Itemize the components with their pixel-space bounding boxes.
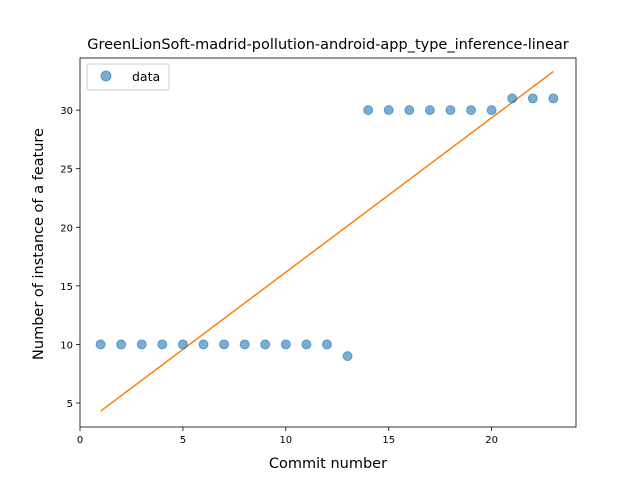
plot-area [95, 70, 559, 412]
y-axis-label: Number of instance of a feature [31, 128, 47, 360]
data-point [342, 351, 353, 362]
y-tick-label: 30 [60, 106, 73, 117]
x-tick-label: 15 [382, 435, 395, 446]
chart-title: GreenLionSoft-madrid-pollution-android-a… [87, 37, 569, 53]
data-point [321, 339, 332, 350]
legend: data [86, 63, 170, 91]
data-point [280, 339, 291, 350]
x-tick-label: 0 [77, 435, 83, 446]
data-point [198, 339, 209, 350]
legend-frame [86, 63, 170, 91]
data-point [383, 105, 394, 116]
data-point [177, 339, 188, 350]
data-point [116, 339, 127, 350]
data-point [466, 105, 477, 116]
data-point [507, 93, 518, 104]
data-point [239, 339, 250, 350]
data-point [95, 339, 106, 350]
data-point [548, 93, 559, 104]
data-point [363, 105, 374, 116]
x-tick-label: 10 [279, 435, 292, 446]
legend-marker-data [100, 70, 112, 82]
y-tick-label: 20 [60, 223, 73, 234]
data-point [157, 339, 168, 350]
data-point [260, 339, 271, 350]
data-point [445, 105, 456, 116]
y-axis-ticks: 5 10 15 20 25 30 [60, 106, 80, 410]
data-point [136, 339, 147, 350]
data-point [219, 339, 230, 350]
x-axis-ticks: 0 5 10 15 20 [77, 427, 498, 446]
y-tick-label: 5 [67, 399, 73, 410]
y-tick-label: 10 [60, 340, 73, 351]
y-tick-label: 25 [60, 165, 73, 176]
x-tick-label: 5 [180, 435, 186, 446]
data-point [486, 105, 497, 116]
data-point [424, 105, 435, 116]
legend-label-data: data [132, 69, 160, 84]
data-point [404, 105, 415, 116]
data-point [527, 93, 538, 104]
fit-line [100, 70, 554, 412]
data-point [301, 339, 312, 350]
y-tick-label: 15 [60, 282, 73, 293]
axes-frame [79, 57, 577, 428]
x-tick-label: 20 [485, 435, 498, 446]
x-axis-label: Commit number [269, 456, 387, 472]
